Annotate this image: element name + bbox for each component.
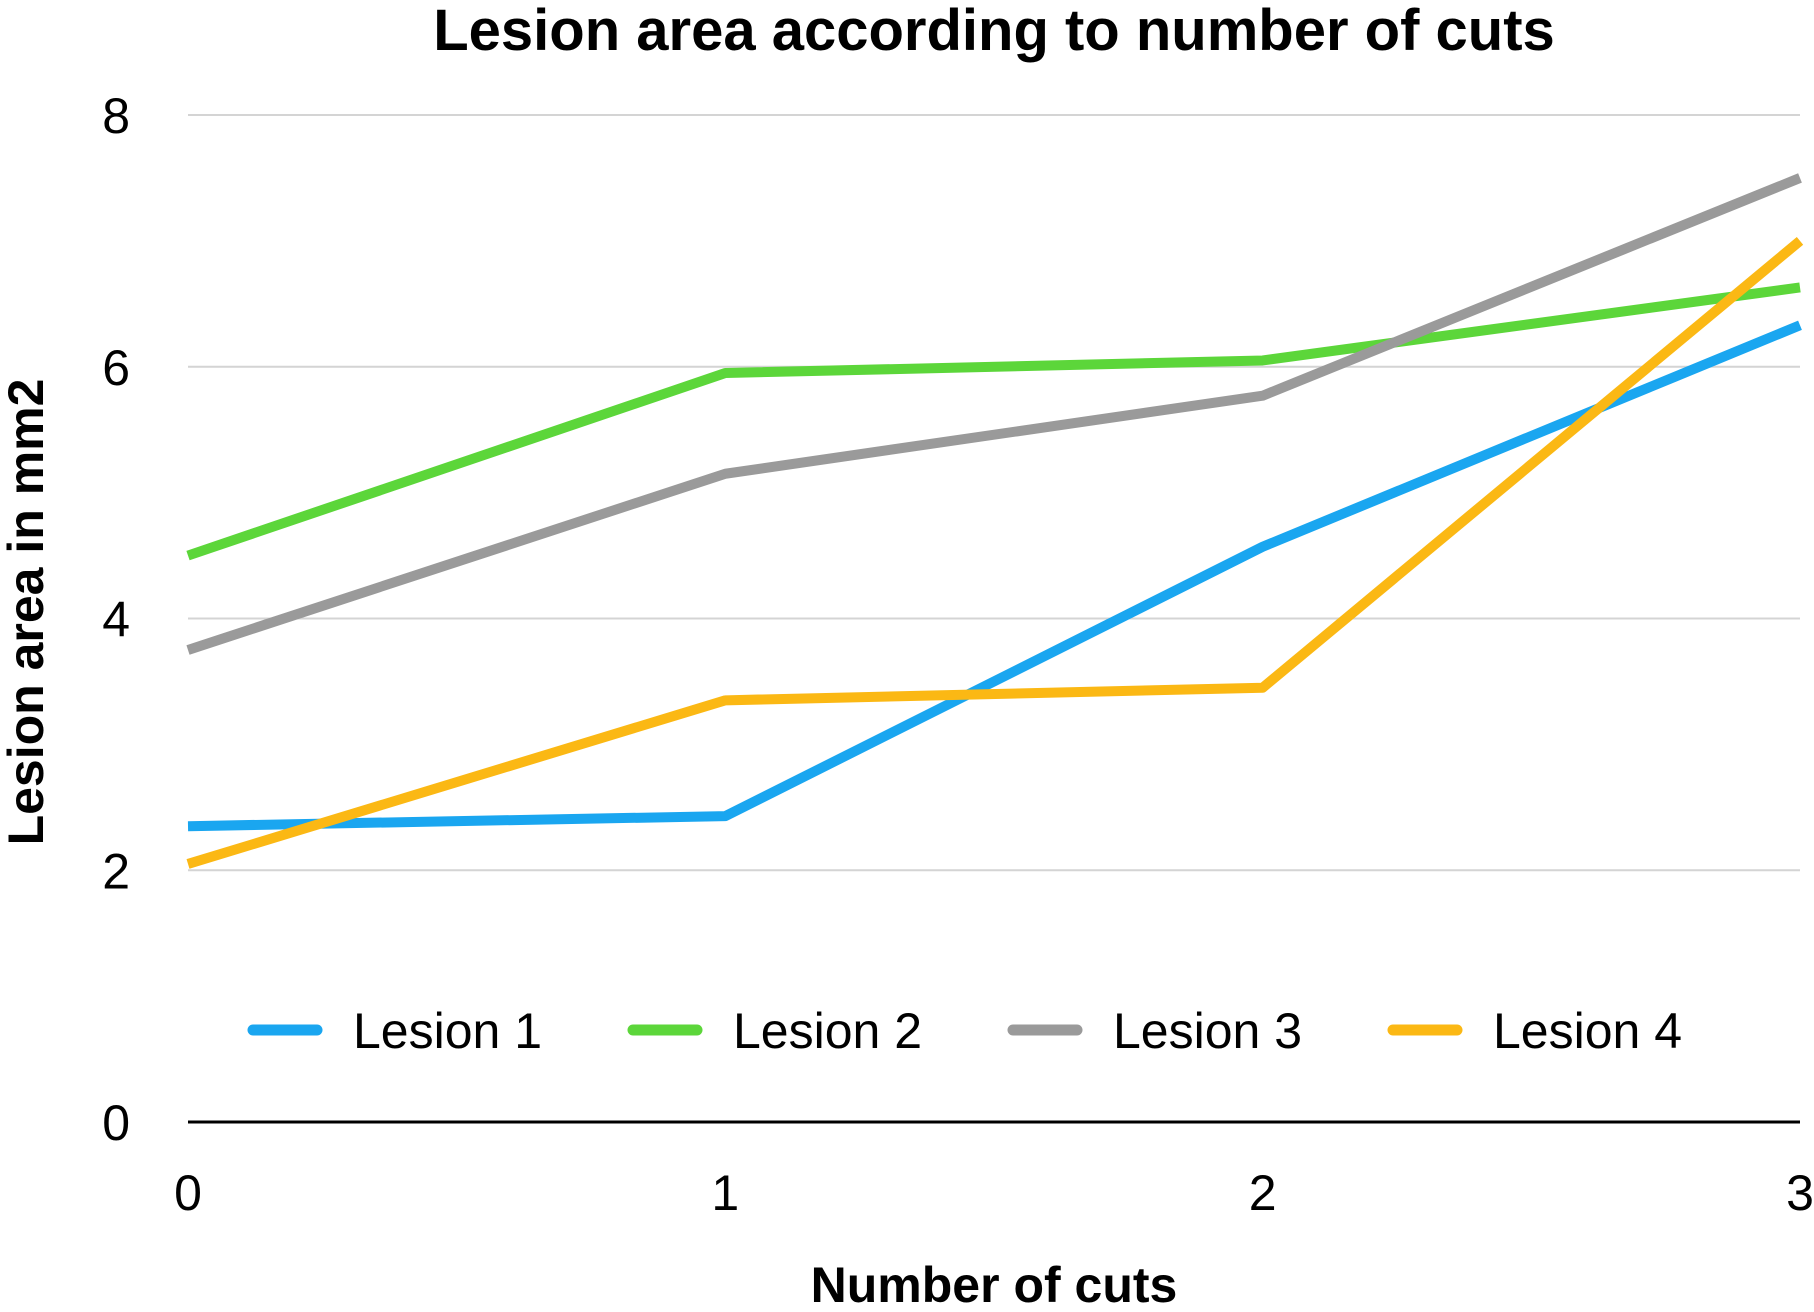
legend: Lesion 1 Lesion 2 Lesion 3 Lesion 4 xyxy=(247,1003,1682,1059)
x-tick-labels: 0 1 2 3 xyxy=(174,1165,1814,1221)
series-line-lesion-4 xyxy=(186,237,1804,869)
y-tick-label: 2 xyxy=(102,843,130,899)
x-tick-label: 3 xyxy=(1786,1165,1814,1221)
x-tick-label: 2 xyxy=(1249,1165,1277,1221)
y-axis-title: Lesion area in mm2 xyxy=(0,379,54,846)
y-tick-labels: 0 2 4 6 8 xyxy=(102,88,130,1151)
y-tick-label: 4 xyxy=(102,592,130,648)
legend-label: Lesion 2 xyxy=(733,1003,922,1059)
legend-label: Lesion 4 xyxy=(1493,1003,1682,1059)
y-tick-label: 6 xyxy=(102,340,130,396)
series-line-lesion-1 xyxy=(187,320,1802,832)
x-axis-title: Number of cuts xyxy=(811,1257,1178,1312)
grid-lines xyxy=(188,114,1800,1124)
x-tick-label: 1 xyxy=(711,1165,739,1221)
chart-title: Lesion area according to number of cuts xyxy=(433,0,1555,63)
x-tick-label: 0 xyxy=(174,1165,202,1221)
series-lines xyxy=(186,173,1804,869)
y-tick-label: 0 xyxy=(102,1095,130,1151)
y-tick-label: 8 xyxy=(102,88,130,144)
legend-label: Lesion 1 xyxy=(353,1003,542,1059)
legend-label: Lesion 3 xyxy=(1113,1003,1302,1059)
series-line-lesion-2 xyxy=(186,282,1801,561)
series-line-lesion-3 xyxy=(186,173,1802,655)
